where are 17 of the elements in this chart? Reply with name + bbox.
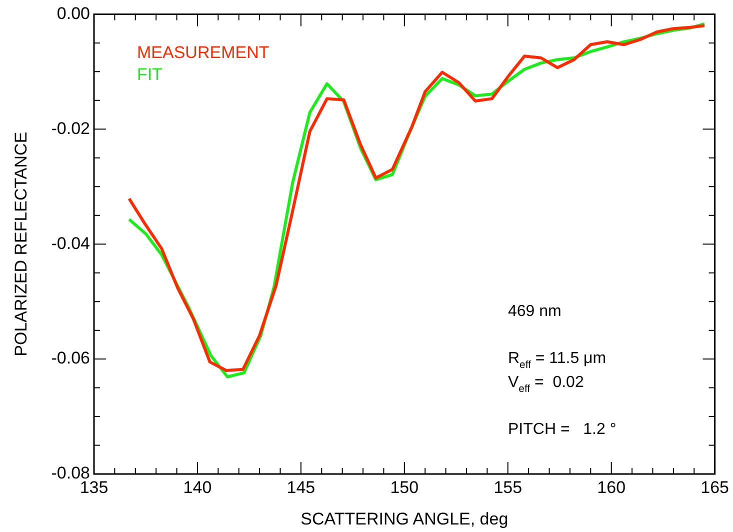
x-tick-label: 165 [700,478,730,497]
annotation: 469 nm [508,303,562,320]
y-tick-label: -0.04 [51,234,90,253]
x-tick-label: 135 [80,478,108,497]
text: MEASUREMENT [137,43,270,62]
x-tick-label: 155 [494,478,522,497]
text: FIT [137,65,162,84]
x-tick-label: 160 [597,478,626,497]
y-axis-title: POLARIZED REFLECTANCE [12,132,31,356]
y-tick-label: 0.00 [56,4,90,23]
x-tick-label: 145 [286,478,316,497]
x-tick-label: 150 [390,478,419,497]
x-tick-label: 140 [183,478,212,497]
y-tick-label: -0.02 [51,118,90,138]
x-axis-title: SCATTERING ANGLE, deg [300,510,508,529]
annotation: PITCH = 1.2 ° [508,421,616,438]
y-tick-label: -0.06 [51,348,90,368]
